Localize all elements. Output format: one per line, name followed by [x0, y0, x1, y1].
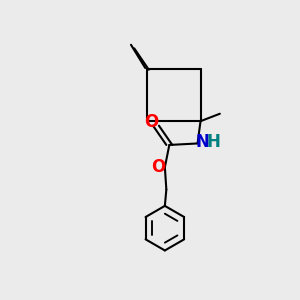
- Text: O: O: [144, 113, 159, 131]
- Text: O: O: [151, 158, 165, 176]
- Text: H: H: [207, 133, 221, 151]
- Text: N: N: [196, 133, 210, 151]
